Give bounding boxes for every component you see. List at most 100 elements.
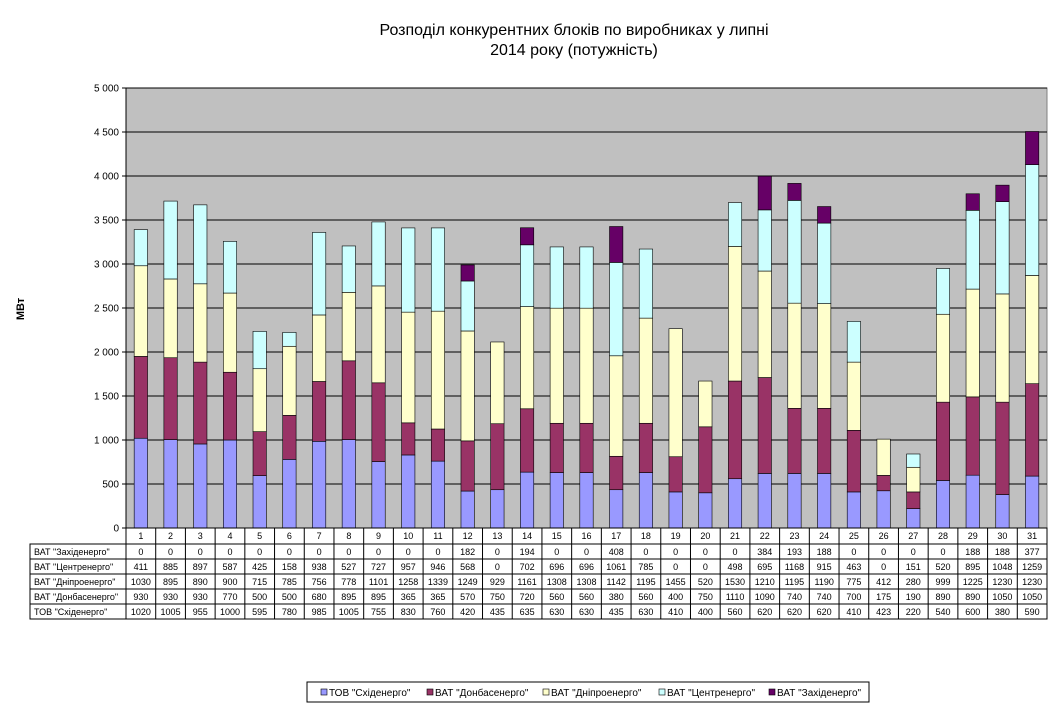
table-cell-value: 1110 [726,592,745,602]
x-category-label: 23 [789,531,799,541]
bar-segment [609,355,624,457]
y-tick-label: 4 500 [94,128,119,139]
bar-segment [817,408,832,474]
bar-segment [817,222,832,304]
table-cell-value: 400 [668,592,683,602]
table-cell-value: 1530 [725,577,745,587]
table-cell-value: 780 [282,607,297,617]
bar-segment [817,473,832,529]
table-cell-value: 938 [312,562,327,572]
bar-segment [1025,275,1040,384]
x-category-label: 13 [492,531,502,541]
table-cell-value: 1061 [606,562,626,572]
bar-segment [460,330,475,442]
bar-segment [282,345,297,416]
bar-segment [401,227,416,313]
x-category-label: 20 [700,531,710,541]
chart-title-line-1: Розподіл конкурентних блоків по виробник… [379,22,768,39]
table-cell-value: 890 [965,592,980,602]
bar-segment [222,371,237,441]
table-cell-value: 1258 [398,577,418,587]
table-cell-value: 1161 [517,577,536,587]
bar-segment [846,491,861,529]
x-category-label: 29 [968,531,978,541]
legend-swatch [658,688,666,696]
table-cell-value: 0 [911,547,916,557]
bar-segment [1025,475,1040,529]
bar-segment [579,307,594,424]
y-tick-label: 4 000 [94,172,119,183]
table-cell-value: 188 [995,547,1010,557]
bar-segment [728,202,743,247]
bar-segment [906,466,921,493]
x-category-label: 8 [346,531,351,541]
table-cell-value: 695 [757,562,772,572]
table-cell-value: 696 [549,562,564,572]
table-cell-value: 1249 [458,577,478,587]
table-cell-value: 365 [401,592,416,602]
bar-segment [609,455,624,491]
table-cell-value: 900 [222,577,237,587]
table-cell-value: 435 [609,607,624,617]
table-cell-value: 630 [638,607,653,617]
bar-segment [430,460,445,529]
bar-segment [817,206,832,224]
table-row-label: ВАТ "Центренерго" [34,562,113,572]
table-cell-value: 423 [876,607,891,617]
table-cell-value: 1030 [131,577,151,587]
x-category-label: 22 [760,531,770,541]
bar-segment [817,303,832,409]
table-cell-value: 1142 [607,577,626,587]
bar-segment [520,408,535,473]
bar-segment [549,307,564,424]
table-cell-value: 380 [995,607,1010,617]
table-cell-value: 785 [638,562,653,572]
table-cell-value: 702 [520,562,535,572]
table-cell-value: 1050 [1022,592,1042,602]
table-cell-value: 365 [430,592,445,602]
bar-segment [312,232,327,316]
bar-segment [638,472,653,529]
table-cell-value: 740 [787,592,802,602]
bar-segment [906,491,921,509]
table-cell-value: 568 [460,562,475,572]
table-cell-value: 929 [490,577,505,587]
x-category-label: 18 [641,531,651,541]
table-cell-value: 740 [817,592,832,602]
table-cell-value: 895 [163,577,178,587]
table-cell-value: 930 [193,592,208,602]
table-cell-value: 1005 [161,607,181,617]
table-cell-value: 890 [936,592,951,602]
bar-segment [133,437,148,529]
table-cell-value: 0 [198,547,203,557]
table-cell-value: 630 [579,607,594,617]
table-cell-value: 380 [609,592,624,602]
table-cell-value: 1230 [1022,577,1042,587]
y-tick-label: 2 500 [94,304,119,315]
bar-segment [579,246,594,309]
bar-segment [193,283,208,363]
table-cell-value: 778 [341,577,356,587]
x-category-label: 31 [1027,531,1037,541]
table-cell-value: 720 [520,592,535,602]
table-cell-value: 0 [584,547,589,557]
bar-segment [728,246,743,382]
bar-segment [520,244,535,307]
table-cell-value: 946 [430,562,445,572]
table-cell-value: 411 [134,562,148,572]
bar-segment [401,311,416,424]
bar-segment [430,428,445,462]
bar-segment [668,456,683,493]
table-cell-value: 620 [817,607,832,617]
bar-segment [193,204,208,285]
table-cell-value: 1048 [992,562,1012,572]
bar-segment [222,292,237,373]
legend-swatch [542,688,550,696]
bar-segment [549,422,564,473]
bar-segment [995,201,1010,295]
x-category-label: 5 [257,531,262,541]
table-cell-value: 1339 [428,577,448,587]
legend-entry: ТОВ "Східенерго" [329,688,411,699]
table-cell-value: 500 [282,592,297,602]
table-cell-value: 680 [312,592,327,602]
